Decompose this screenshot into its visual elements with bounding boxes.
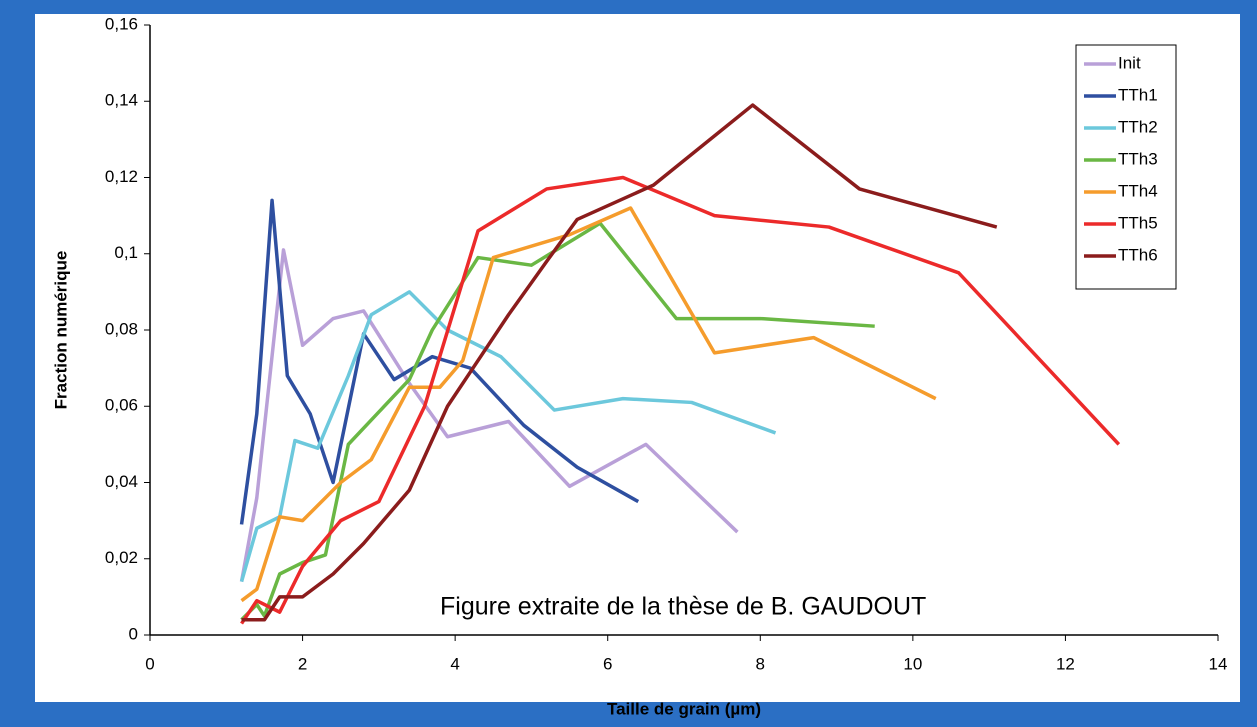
y-tick-label: 0,02 (105, 548, 138, 567)
series-line (240, 221, 875, 621)
x-tick-label: 0 (145, 654, 154, 673)
x-tick-label: 14 (1209, 654, 1228, 673)
y-tick-label: 0,06 (105, 396, 138, 415)
legend-label: TTh4 (1118, 181, 1158, 200)
x-tick-label: 10 (903, 654, 922, 673)
x-axis-label: Taille de grain (µm) (607, 699, 761, 718)
y-tick-label: 0 (129, 624, 138, 643)
x-tick-label: 6 (603, 654, 612, 673)
legend-label: TTh2 (1118, 117, 1158, 136)
x-tick-label: 2 (298, 654, 307, 673)
series-line (240, 175, 1121, 625)
y-tick-label: 0,04 (105, 472, 138, 491)
y-tick-label: 0,16 (105, 14, 138, 33)
legend-label: TTh3 (1118, 149, 1158, 168)
y-tick-label: 0,12 (105, 167, 138, 186)
y-tick-label: 0,14 (105, 91, 138, 110)
legend-label: TTh5 (1118, 213, 1158, 232)
legend-label: TTh6 (1118, 245, 1158, 264)
annotation: Figure extraite de la thèse de B. GAUDOU… (440, 593, 926, 621)
x-tick-label: 4 (450, 654, 459, 673)
x-tick-label: 8 (756, 654, 765, 673)
y-tick-label: 0,08 (105, 319, 138, 338)
y-tick-label: 0,1 (114, 243, 138, 262)
series-line (240, 206, 937, 603)
x-tick-label: 12 (1056, 654, 1075, 673)
legend-label: TTh1 (1118, 85, 1158, 104)
series-line (239, 290, 777, 583)
series-line (241, 103, 998, 622)
y-axis-label: Fraction numérique (51, 251, 70, 410)
legend-label: Init (1118, 53, 1141, 72)
legend-box (1075, 44, 1177, 290)
